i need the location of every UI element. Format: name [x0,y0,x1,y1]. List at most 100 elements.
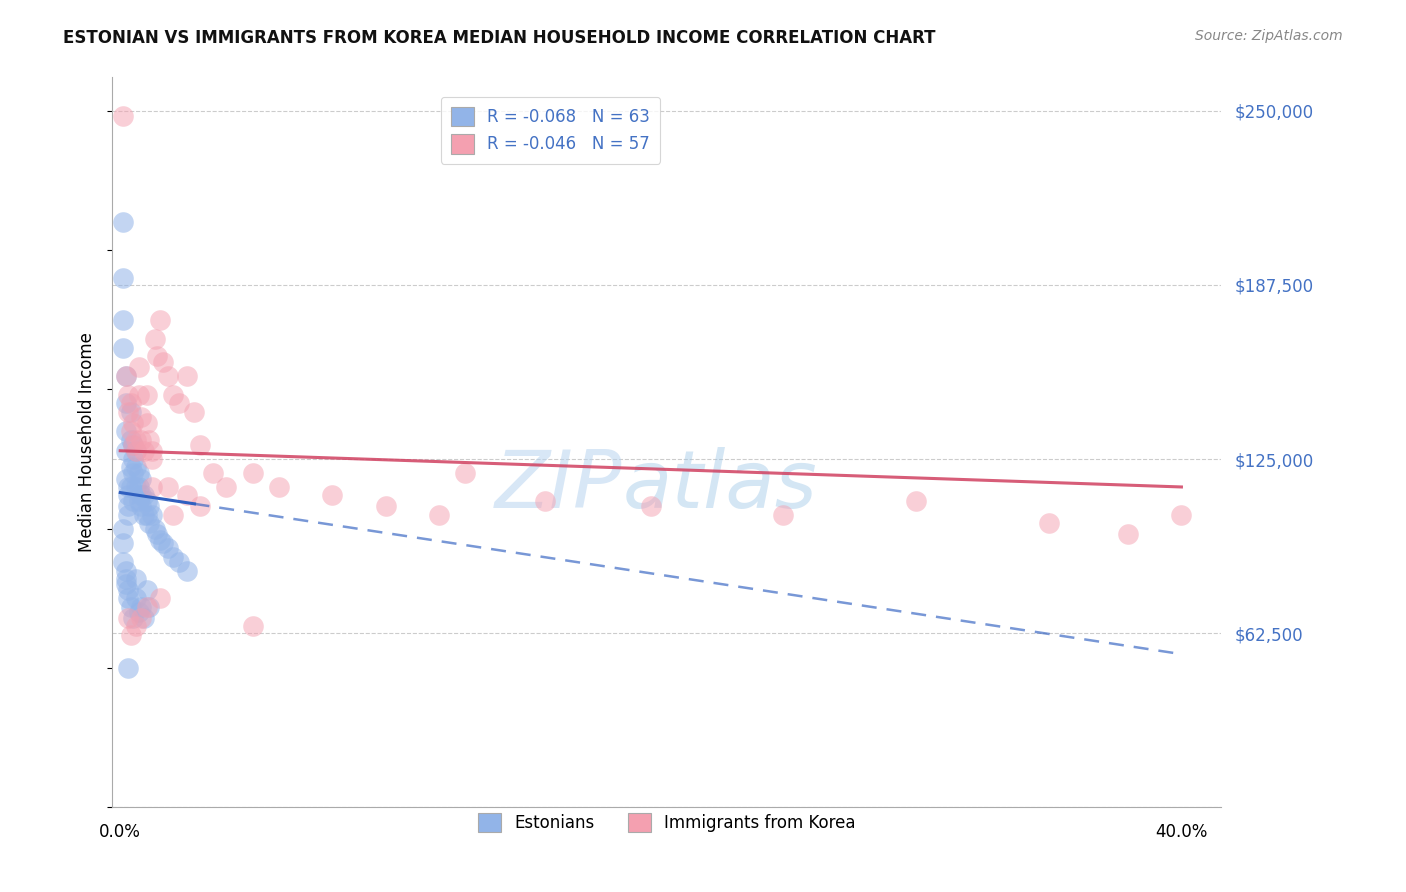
Point [117,500,139,514]
Point [162,549,184,564]
Legend: Estonians, Immigrants from Korea: Estonians, Immigrants from Korea [471,806,863,839]
Point [117,480,139,494]
Point [131,611,153,625]
Point [131,410,153,425]
Point [167,396,190,410]
Point [122,438,145,452]
Point [125,572,148,586]
Point [125,433,148,447]
Point [135,388,157,402]
Point [149,591,172,606]
Point [128,466,150,480]
Point [128,605,150,619]
Point [111,271,134,285]
Point [132,443,155,458]
Point [120,599,142,614]
Point [135,508,157,522]
Point [117,508,139,522]
Point [122,466,145,480]
Point [131,599,153,614]
Y-axis label: Median Household Income: Median Household Income [79,333,96,552]
Point [114,368,136,383]
Point [111,313,134,327]
Point [111,555,134,569]
Point [427,508,450,522]
Point [131,488,153,502]
Point [188,500,211,514]
Point [156,541,179,556]
Point [149,313,172,327]
Point [141,452,163,467]
Point [117,405,139,419]
Point [152,354,174,368]
Point [135,582,157,597]
Point [156,368,179,383]
Point [111,110,134,124]
Point [114,424,136,438]
Point [152,535,174,549]
Point [125,591,148,606]
Point [114,564,136,578]
Point [640,500,662,514]
Point [120,405,142,419]
Point [176,368,198,383]
Point [122,438,145,452]
Point [128,388,150,402]
Point [138,500,160,514]
Point [125,460,148,475]
Point [117,591,139,606]
Point [117,611,139,625]
Point [156,480,179,494]
Point [125,443,148,458]
Text: atlas: atlas [623,447,817,525]
Point [242,619,264,633]
Point [533,494,555,508]
Point [374,500,396,514]
Point [117,388,139,402]
Point [120,460,142,475]
Point [135,416,157,430]
Point [125,443,148,458]
Point [141,480,163,494]
Point [1170,508,1192,522]
Point [111,522,134,536]
Point [176,564,198,578]
Point [111,535,134,549]
Point [122,452,145,467]
Text: Source: ZipAtlas.com: Source: ZipAtlas.com [1195,29,1343,44]
Point [131,500,153,514]
Point [114,368,136,383]
Point [176,488,198,502]
Text: ZIP: ZIP [495,447,623,525]
Point [131,472,153,486]
Point [188,438,211,452]
Point [114,443,136,458]
Point [162,388,184,402]
Point [138,516,160,531]
Point [162,508,184,522]
Point [183,405,205,419]
Point [135,599,157,614]
Point [120,480,142,494]
Point [138,433,160,447]
Point [111,215,134,229]
Point [120,627,142,641]
Point [114,572,136,586]
Point [131,433,153,447]
Point [114,472,136,486]
Point [128,494,150,508]
Point [132,508,155,522]
Point [905,494,928,508]
Point [120,396,142,410]
Point [132,611,155,625]
Point [125,480,148,494]
Point [242,466,264,480]
Point [202,466,225,480]
Point [132,488,155,502]
Point [1118,527,1140,541]
Point [125,619,148,633]
Point [111,341,134,355]
Point [149,533,172,547]
Point [120,424,142,438]
Point [321,488,343,502]
